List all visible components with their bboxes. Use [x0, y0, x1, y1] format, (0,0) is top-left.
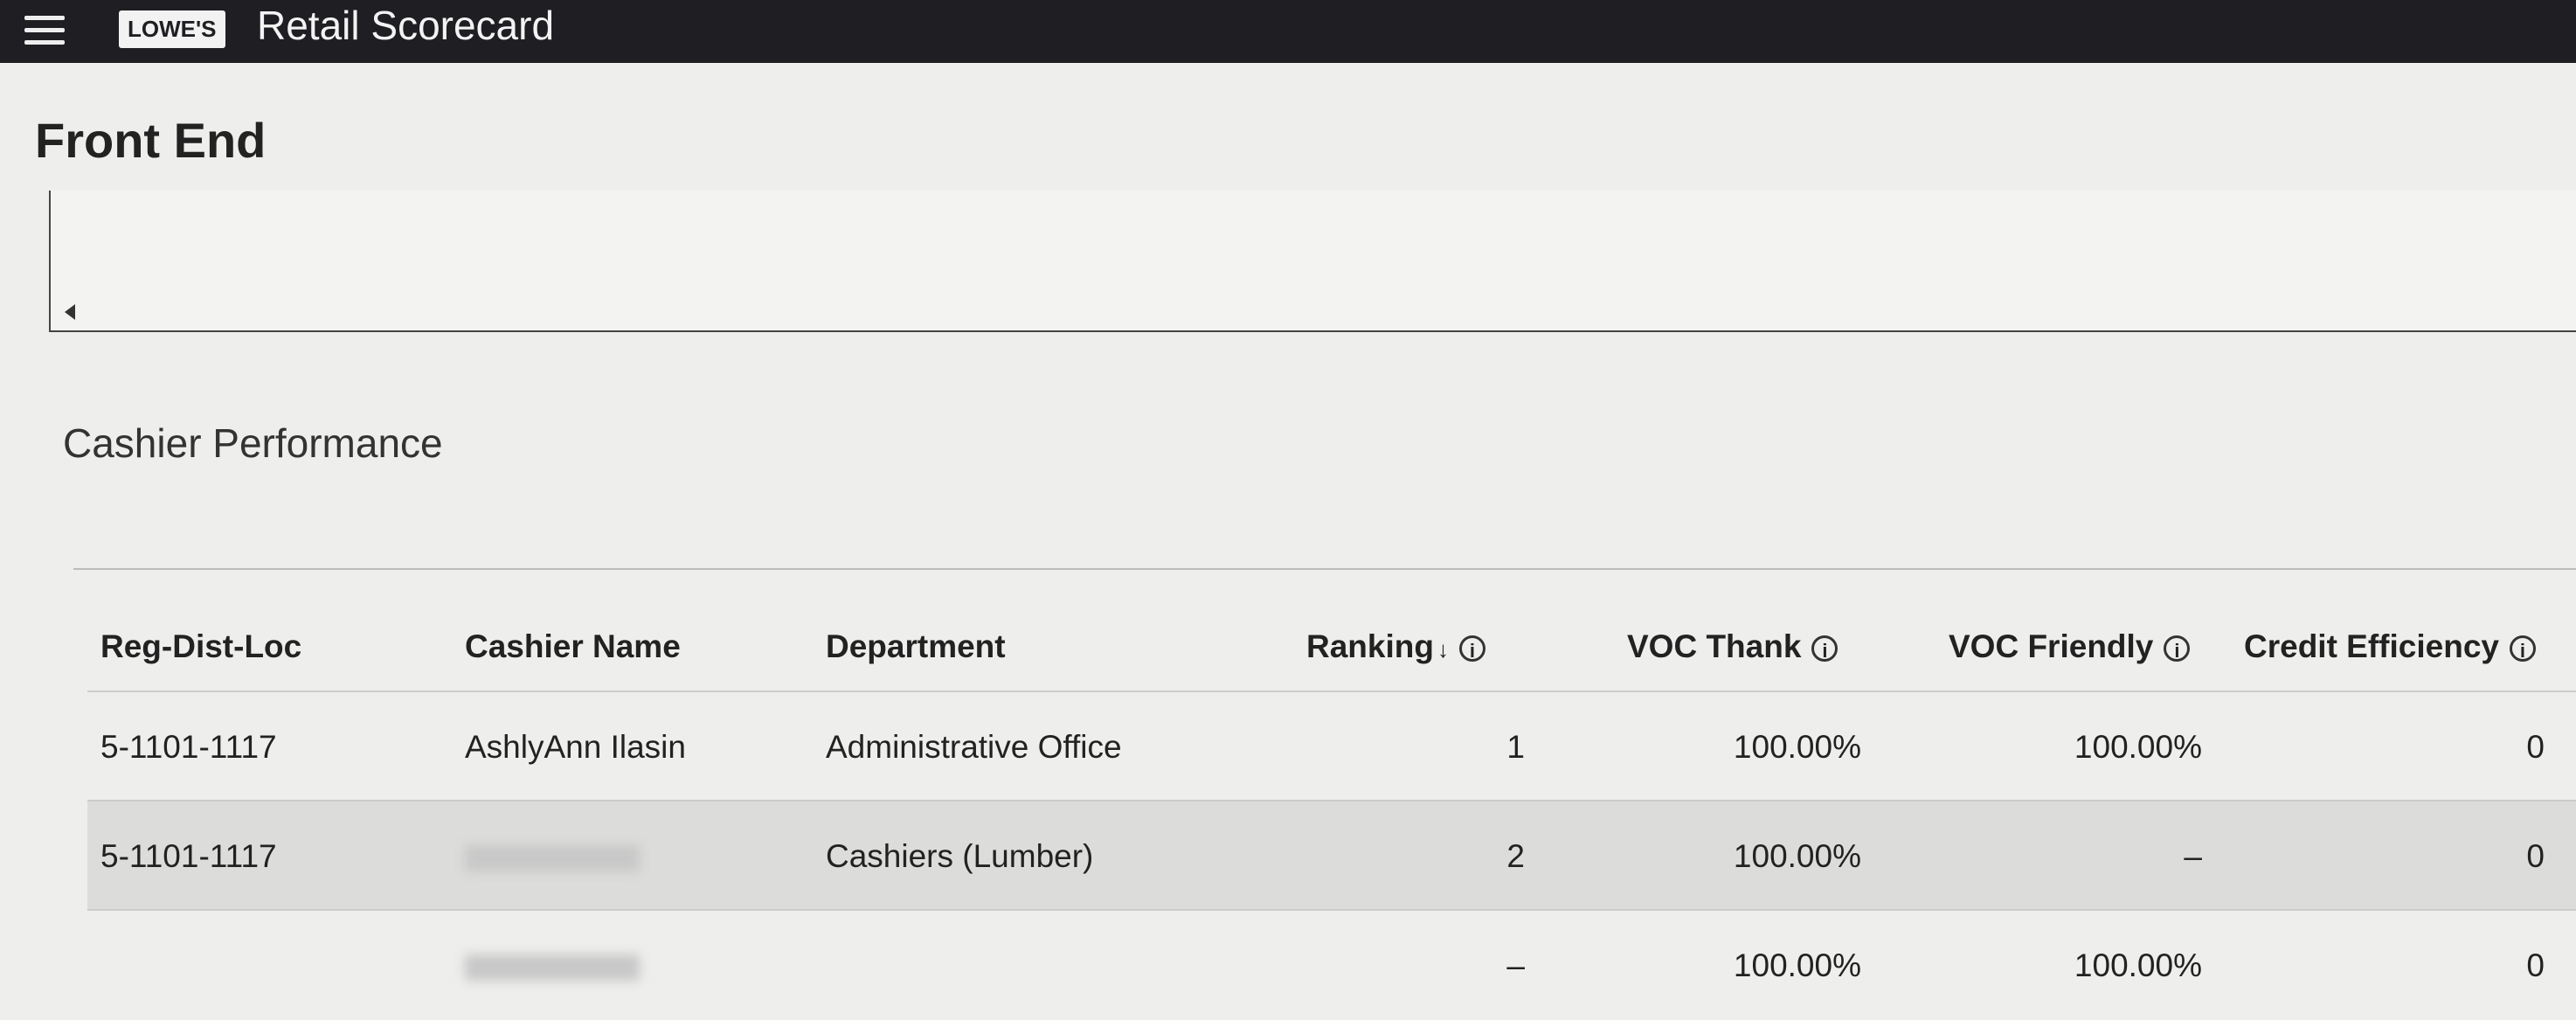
info-icon[interactable]: i — [1458, 635, 1485, 663]
menu-button[interactable] — [24, 16, 65, 45]
table-cell: 100.00% — [1733, 947, 1861, 983]
table-cell: 0 — [2526, 947, 2545, 983]
app-title: Retail Scorecard — [257, 3, 555, 48]
table-cell: – — [1506, 947, 1525, 983]
filter-panel — [49, 191, 2576, 332]
redacted-name — [465, 845, 640, 872]
divider — [73, 568, 2576, 570]
table-cell: AshlyAnn Ilasin — [465, 729, 686, 765]
column-header-text: Reg-Dist-Loc — [100, 628, 302, 664]
table-cell: 5-1101-1117 — [100, 729, 277, 765]
column-header[interactable]: Ranking ↓ i — [1306, 612, 1485, 682]
logo[interactable]: LOWE'S — [119, 10, 225, 48]
column-header-text: Ranking — [1306, 628, 1434, 664]
page: LOWE'S Retail Scorecard Front End Cashie… — [0, 0, 2576, 983]
scroll-arrow[interactable] — [65, 304, 75, 320]
panel-title: Cashier Performance — [63, 420, 443, 466]
table-cell: Cashiers (Lumber) — [826, 838, 1094, 874]
info-icon[interactable]: i — [1811, 635, 1839, 663]
table-cell — [465, 911, 640, 1020]
info-icon[interactable]: i — [2509, 635, 2536, 663]
table-cell: Administrative Office — [826, 729, 1122, 765]
table-cell: 100.00% — [1733, 838, 1861, 874]
table-row[interactable]: 5-1101-1117 Cashiers (Lumber) 2 100.00% – 0 — [87, 800, 2576, 911]
table-row[interactable]: – 100.00% 100.00% 0 — [87, 909, 2576, 1020]
table-cell: 100.00% — [1733, 729, 1861, 765]
redacted-name — [465, 954, 640, 982]
column-header[interactable]: Reg-Dist-Loc — [100, 612, 301, 682]
column-header-text: Department — [826, 628, 1006, 664]
column-header[interactable]: VOC Thank i — [1627, 612, 1839, 682]
column-header-text: VOC Friendly — [1949, 628, 2154, 664]
column-header[interactable]: VOC Friendly i — [1949, 612, 2191, 682]
top-bar: LOWE'S Retail Scorecard — [0, 0, 2576, 63]
column-header[interactable]: Credit Efficiency i — [2244, 612, 2536, 682]
column-header-text: Credit Efficiency — [2244, 628, 2499, 664]
section-title: Front End — [35, 113, 267, 168]
table-cell: 100.00% — [2074, 729, 2202, 765]
table-row[interactable]: 5-1101-1117 AshlyAnn Ilasin Administrative… — [87, 690, 2576, 801]
column-header[interactable]: Department — [826, 612, 1006, 682]
column-header-text: Cashier Name — [465, 628, 681, 664]
table-cell: 2 — [1506, 838, 1525, 874]
table-cell: 0 — [2526, 838, 2545, 874]
table-cell — [465, 801, 640, 911]
table-cell: 0 — [2526, 729, 2545, 765]
table-cell: – — [2184, 838, 2202, 874]
table-cell: 100.00% — [2074, 947, 2202, 983]
column-header-text: VOC Thank — [1627, 628, 1802, 664]
table-cell: 1 — [1506, 729, 1525, 765]
table-cell: 5-1101-1117 — [100, 838, 277, 874]
sort-icon[interactable]: ↓ — [1437, 636, 1449, 663]
column-header[interactable]: Cashier Name — [465, 612, 681, 682]
info-icon[interactable]: i — [2164, 635, 2191, 663]
